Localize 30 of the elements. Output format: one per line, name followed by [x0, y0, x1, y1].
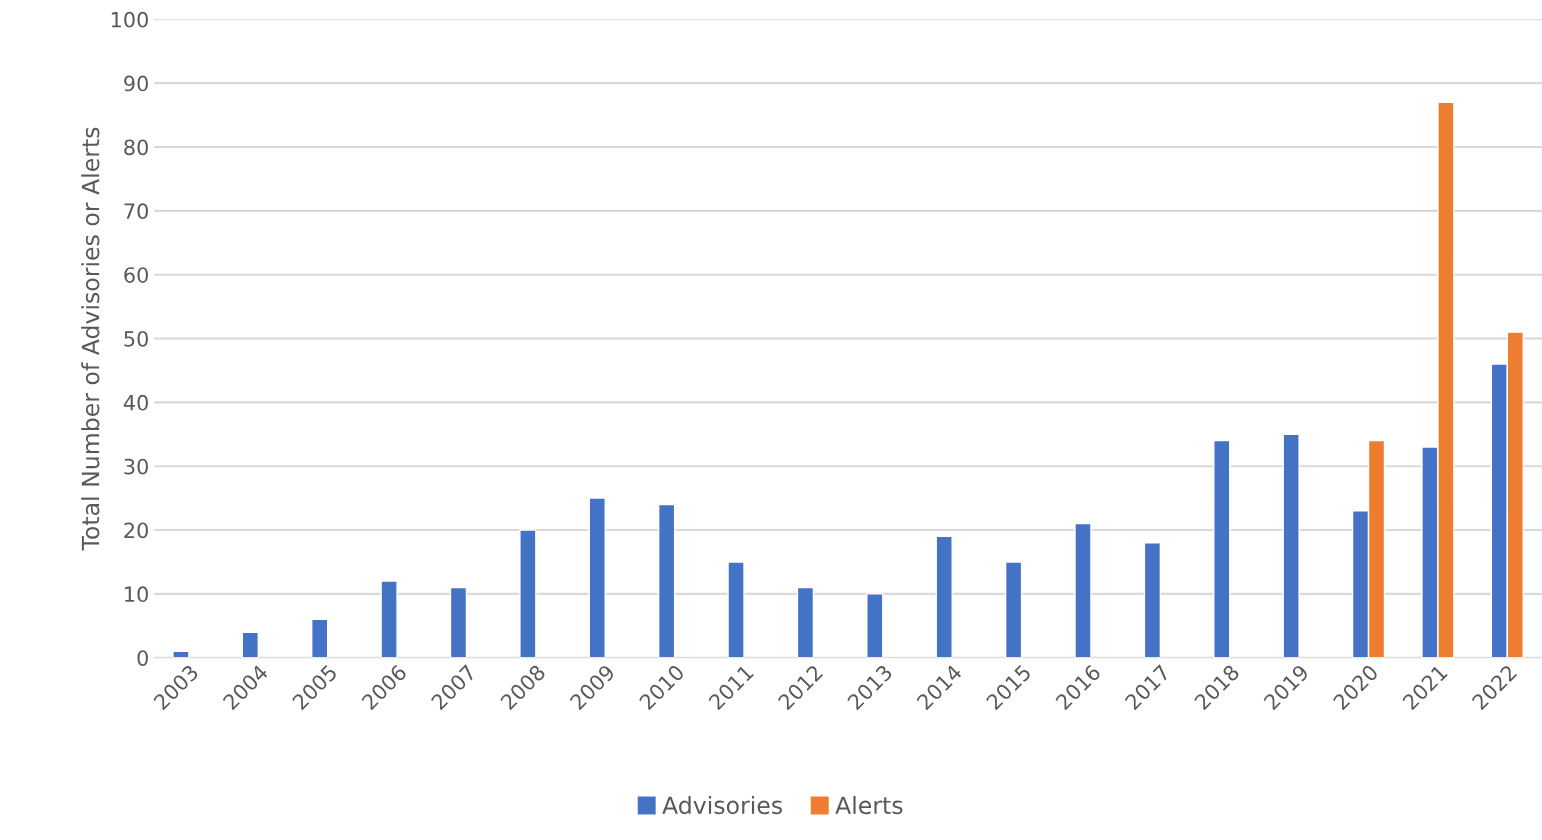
bar — [1004, 561, 1023, 658]
bar — [727, 561, 745, 658]
bar — [519, 529, 537, 658]
legend-label: Alerts — [835, 795, 903, 815]
bar — [935, 535, 953, 658]
bar — [449, 586, 468, 658]
y-tick-label: 0 — [137, 650, 148, 666]
bar — [1074, 522, 1092, 658]
bar — [657, 503, 676, 658]
bar — [311, 618, 329, 658]
bar — [241, 631, 259, 658]
bar — [1213, 439, 1231, 658]
y-tick-label: 30 — [124, 458, 148, 475]
bar — [796, 586, 815, 658]
y-tick-label: 70 — [124, 203, 148, 220]
y-tick-label: 10 — [125, 586, 148, 603]
y-tick-label: 60 — [124, 267, 148, 283]
y-tick-label: 90 — [124, 75, 148, 92]
bar — [1282, 433, 1300, 658]
bar — [380, 580, 398, 658]
legend-label: Advisories — [662, 795, 782, 815]
y-tick-label: 80 — [124, 139, 148, 156]
y-tick-label: 50 — [124, 330, 148, 347]
y-tick-label: 100 — [111, 11, 148, 28]
y-tick-label: 40 — [123, 394, 148, 411]
bar — [1143, 542, 1162, 658]
bar — [588, 497, 606, 658]
y-axis-title: Total Number of Advisories or Alerts — [81, 127, 100, 551]
y-tick-label: 20 — [124, 522, 148, 539]
bar — [866, 593, 884, 658]
